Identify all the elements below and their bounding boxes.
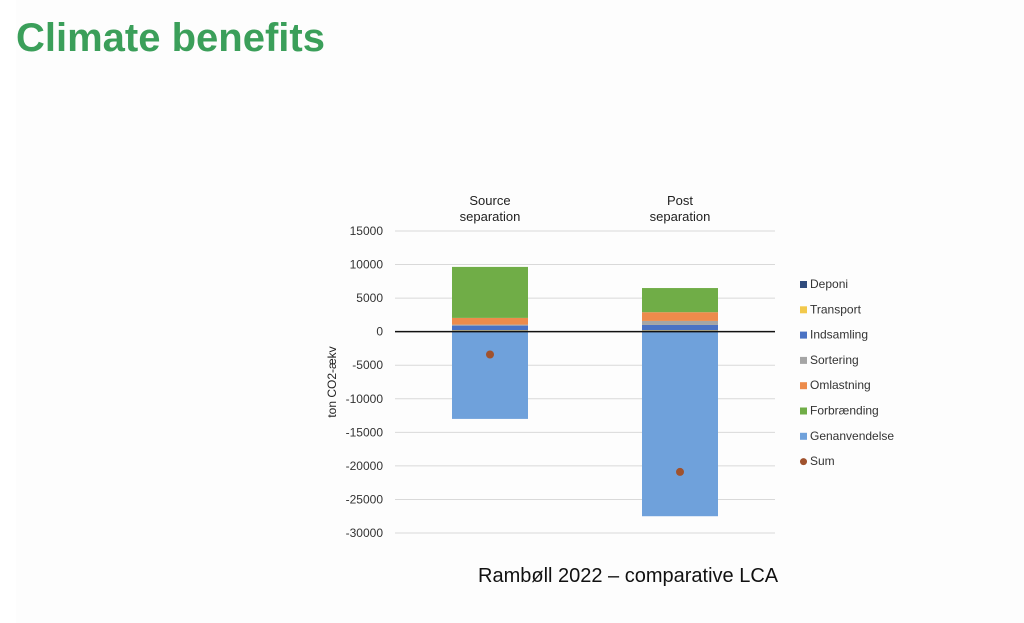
- legend-swatch: [800, 306, 807, 314]
- bar-segment: [452, 317, 528, 325]
- sum-point: [676, 467, 684, 476]
- bar-segment: [642, 331, 718, 517]
- legend-swatch: [800, 458, 807, 466]
- category-label: Post: [667, 193, 693, 208]
- y-tick-label: -30000: [346, 526, 384, 540]
- legend-swatch: [800, 281, 807, 288]
- legend-swatch: [800, 382, 807, 390]
- legend-label: Genanvendelse: [810, 429, 894, 443]
- chart-svg: 15000 10000 5000 0 -5000 -10000 -15000 -20000 -2…: [325, 193, 894, 540]
- legend-label: Indsamling: [810, 328, 868, 342]
- legend-swatch: [800, 407, 807, 415]
- y-tick-label: 5000: [356, 291, 383, 305]
- y-tick-label: -5000: [352, 358, 383, 372]
- bar-segment: [452, 330, 528, 332]
- legend-swatch: [800, 432, 807, 440]
- y-axis-label: ton CO2-ækv: [325, 346, 339, 417]
- y-tick-label: -20000: [346, 459, 384, 473]
- bar-segment: [452, 266, 528, 318]
- legend-label: Deponi: [810, 277, 848, 291]
- legend-swatch: [800, 356, 807, 364]
- bar-segment: [452, 324, 528, 326]
- bar-segment: [642, 324, 718, 331]
- category-label: Source: [469, 193, 510, 208]
- bar-segment: [642, 288, 718, 313]
- legend-swatch: [800, 331, 807, 339]
- legend-label: Forbrænding: [810, 404, 879, 418]
- legend-label: Sum: [810, 454, 835, 468]
- bar-segment: [642, 312, 718, 321]
- legend-label: Transport: [810, 302, 862, 316]
- category-label: separation: [650, 209, 711, 224]
- page-title: Climate benefits: [16, 16, 325, 60]
- y-tick-label: 15000: [350, 224, 384, 238]
- category-label: separation: [460, 209, 521, 224]
- y-tick-label: 0: [376, 325, 383, 339]
- bar-segment: [642, 320, 718, 325]
- stacked-bar-chart: 15000 10000 5000 0 -5000 -10000 -15000 -20000 -2…: [320, 185, 910, 555]
- bar-segment: [452, 325, 528, 331]
- y-tick-label: 10000: [350, 258, 384, 272]
- sum-point: [486, 350, 494, 359]
- bar-segment: [642, 330, 718, 332]
- y-tick-label: -25000: [346, 492, 384, 506]
- y-tick-label: -10000: [346, 392, 384, 406]
- y-tick-label: -15000: [346, 425, 384, 439]
- source-caption: Rambøll 2022 – comparative LCA: [478, 565, 779, 587]
- legend-label: Sortering: [810, 353, 859, 367]
- legend-label: Omlastning: [810, 378, 871, 392]
- bar-segment: [452, 331, 528, 419]
